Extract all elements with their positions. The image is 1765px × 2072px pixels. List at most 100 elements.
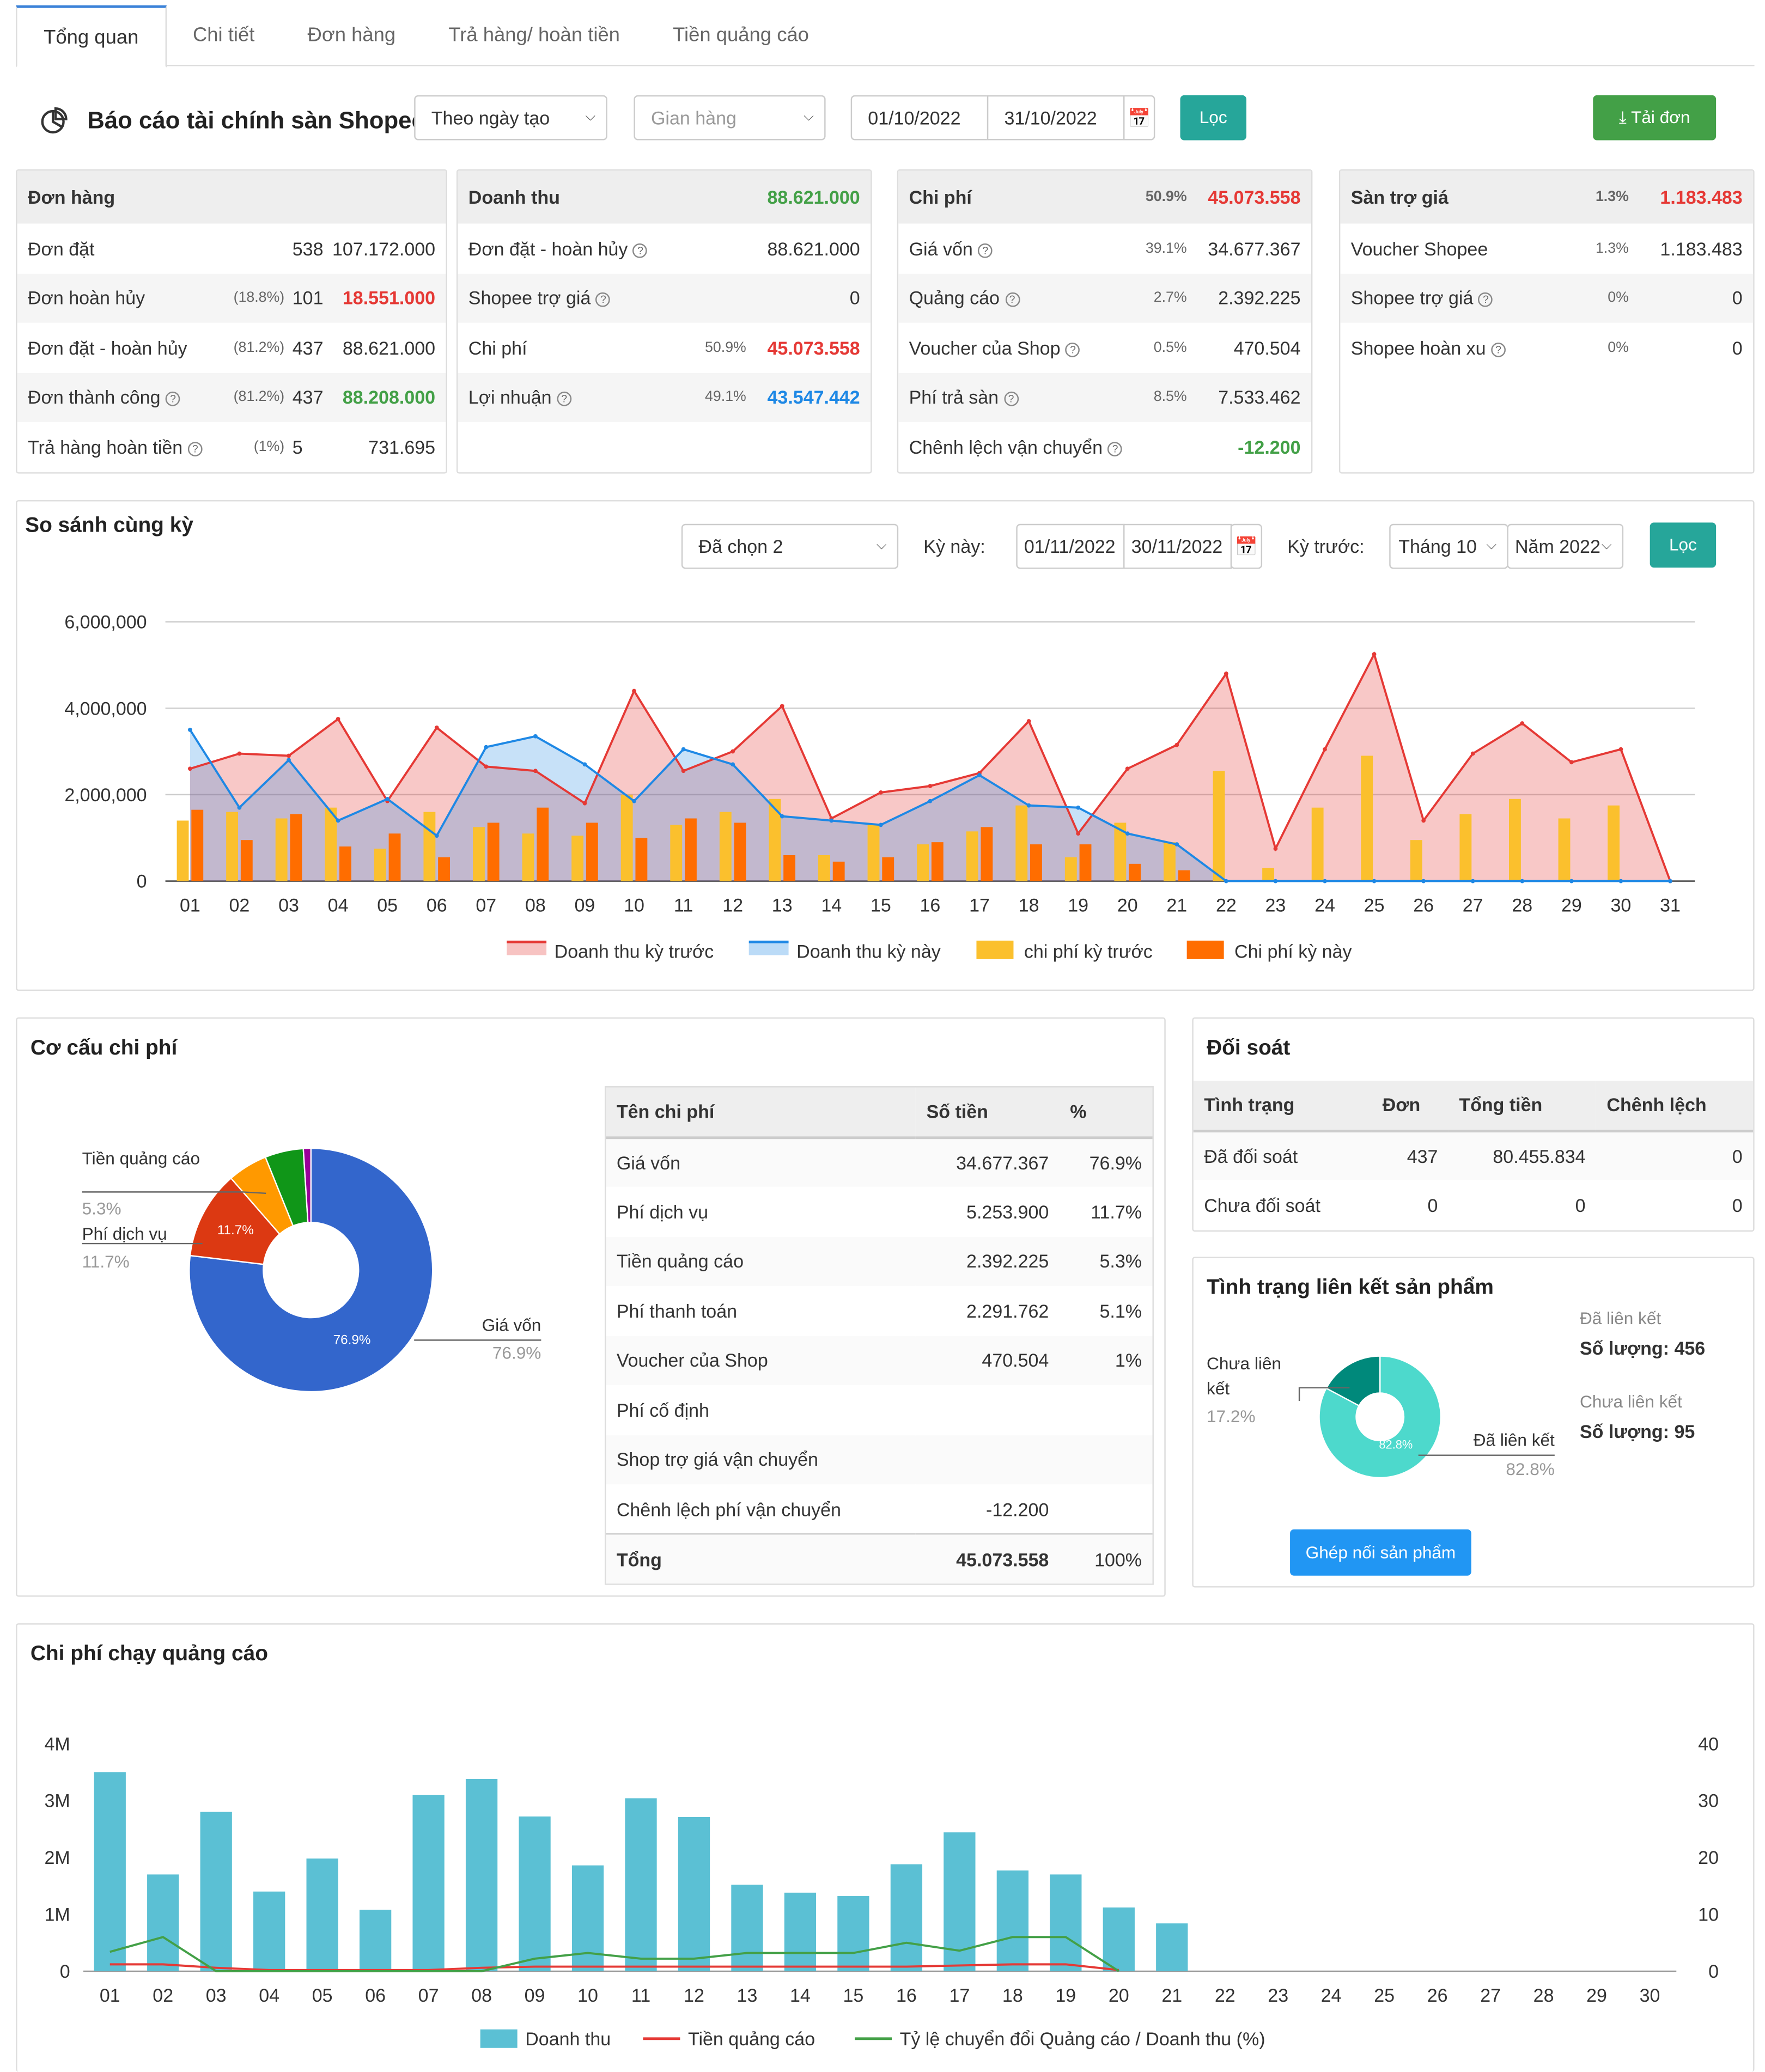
legend-label: Tỷ lệ chuyển đổi Quảng cáo / Doanh thu (… bbox=[900, 2029, 1265, 2050]
bar-prev-cost bbox=[275, 818, 288, 881]
y-tick-label: 4,000,000 bbox=[64, 698, 147, 719]
table-header-cell: Chênh lệch bbox=[1596, 1081, 1754, 1132]
cost-structure-title: Cơ cấu chi phí bbox=[30, 1037, 178, 1060]
bar-this-cost bbox=[339, 846, 351, 881]
bar-this-cost bbox=[1030, 844, 1042, 881]
card-header-value: 1.183.483 bbox=[1660, 186, 1743, 208]
cost-card: Chi phí 50.9% 45.073.558 Giá vốn? 39.1% 34.67… bbox=[897, 169, 1313, 474]
period-select[interactable]: Đã chọn 2 ⌵ bbox=[681, 523, 899, 569]
match-products-button[interactable]: Ghép nối sản phẩm bbox=[1290, 1529, 1471, 1576]
x-tick-label: 19 bbox=[1068, 895, 1088, 916]
filter-button[interactable]: Lọc bbox=[1180, 95, 1246, 141]
bar-revenue bbox=[306, 1858, 338, 1971]
stat-value: 0 bbox=[1732, 337, 1743, 358]
series-point bbox=[928, 784, 933, 788]
table-cell: 0 bbox=[1427, 1194, 1438, 1216]
this-to-input[interactable]: 30/11/2022 bbox=[1123, 523, 1232, 569]
date-mode-select[interactable]: Theo ngày tạo ⌵ bbox=[414, 95, 607, 141]
pie-label-pct: 82.8% bbox=[1506, 1459, 1555, 1479]
bar-prev-cost bbox=[1410, 840, 1422, 881]
table-cell: 34.677.367 bbox=[916, 1137, 1060, 1187]
bar-revenue bbox=[253, 1891, 285, 1971]
stat-label: Chi phí bbox=[468, 337, 705, 358]
series-point bbox=[434, 726, 439, 730]
cost-pie-slice bbox=[188, 1147, 434, 1393]
bar-this-cost bbox=[537, 807, 549, 881]
series-point bbox=[1224, 879, 1228, 883]
bar-prev-cost bbox=[1114, 822, 1127, 881]
this-from-input[interactable]: 01/11/2022 bbox=[1016, 523, 1125, 569]
tab-overview[interactable]: Tổng quan bbox=[16, 5, 167, 68]
table-cell: 2.291.762 bbox=[966, 1300, 1049, 1321]
table-cell: 76.9% bbox=[1059, 1137, 1153, 1187]
bar-this-cost bbox=[931, 842, 944, 881]
series-point bbox=[1520, 879, 1525, 883]
bar-this-cost bbox=[685, 818, 697, 881]
tab-detail[interactable]: Chi tiết bbox=[192, 23, 255, 47]
bar-revenue bbox=[571, 1865, 604, 1971]
series-point bbox=[1273, 846, 1278, 851]
stat-label: Đơn hoàn hủy bbox=[28, 288, 234, 309]
table-cell bbox=[916, 1385, 1060, 1435]
table-cell: Tiền quảng cáo bbox=[606, 1236, 916, 1286]
series-point bbox=[1174, 842, 1179, 847]
period-select-value: Đã chọn 2 bbox=[698, 535, 783, 557]
stat-count: 437 bbox=[292, 337, 324, 358]
date-from-input[interactable]: 01/10/2022 bbox=[850, 95, 989, 141]
tab-returns[interactable]: Trả hàng/ hoàn tiền bbox=[448, 23, 620, 47]
table-cell: 5.3% bbox=[1059, 1236, 1153, 1286]
pie-label: Phí dịch vụ bbox=[82, 1224, 167, 1244]
table-header-cell: Số tiền bbox=[916, 1087, 1060, 1138]
series-point bbox=[1076, 805, 1081, 810]
shop-select[interactable]: Gian hàng ⌵ bbox=[634, 95, 826, 141]
download-button[interactable]: ⤓ Tải đơn bbox=[1593, 95, 1717, 141]
x-tick-label: 05 bbox=[312, 1985, 333, 2006]
stat-row: Voucher của Shop? 0.5% 470.504 bbox=[898, 323, 1311, 373]
bar-prev-cost bbox=[1311, 807, 1324, 881]
calendar-icon[interactable]: 📅 bbox=[1230, 523, 1263, 569]
ads-cost-section: Chi phí chạy quảng cáo 4M 3M 2M 1M 0 40 30 20 10… bbox=[16, 1623, 1755, 2072]
x-tick-label: 15 bbox=[843, 1985, 864, 2006]
table-cell bbox=[1060, 1385, 1153, 1435]
bar-revenue bbox=[519, 1816, 551, 1971]
series-point bbox=[1224, 671, 1228, 676]
compare-section: So sánh cùng kỳ Đã chọn 2 ⌵ Kỳ này: 01/11… bbox=[16, 500, 1755, 991]
stat-row: Đơn thành công? (81.2%) 437 88.208.000 bbox=[17, 372, 446, 422]
series-point bbox=[1470, 751, 1475, 756]
x-tick-label: 17 bbox=[969, 895, 990, 916]
stat-row: Shopee trợ giá? 0 bbox=[458, 273, 871, 323]
stat-value: 18.551.000 bbox=[342, 287, 436, 309]
year-select[interactable]: Năm 2022 ⌵ bbox=[1507, 523, 1624, 569]
bar-revenue bbox=[359, 1910, 392, 1971]
x-tick-label: 23 bbox=[1265, 895, 1286, 916]
orders-card: Đơn hàng Đơn đặt 538 107.172.000 Đơn hoàn hủ… bbox=[16, 169, 447, 474]
series-point bbox=[1520, 721, 1525, 726]
bar-prev-cost bbox=[1509, 799, 1521, 881]
tab-ads[interactable]: Tiền quảng cáo bbox=[673, 23, 809, 47]
compare-filter-button[interactable]: Lọc bbox=[1650, 522, 1717, 568]
stat-row: Đơn đặt 538 107.172.000 bbox=[17, 223, 446, 273]
x-tick-label: 02 bbox=[229, 895, 250, 916]
series-point bbox=[1618, 747, 1623, 752]
stat-value: 34.677.367 bbox=[1208, 237, 1301, 259]
legend-label: Tiền quảng cáo bbox=[688, 2029, 815, 2050]
x-tick-label: 01 bbox=[100, 1985, 120, 2006]
x-tick-label: 27 bbox=[1480, 1985, 1501, 2006]
card-header-pct: 50.9% bbox=[1145, 189, 1187, 205]
x-tick-label: 19 bbox=[1055, 1985, 1076, 2006]
tab-orders[interactable]: Đơn hàng bbox=[307, 23, 396, 47]
series-point bbox=[1569, 879, 1574, 883]
table-row: Giá vốn 34.677.367 76.9% bbox=[606, 1137, 1153, 1187]
stat-row: Voucher Shopee 1.3% 1.183.483 bbox=[1340, 223, 1753, 273]
bar-this-cost bbox=[1079, 844, 1092, 881]
table-cell: 437 bbox=[1372, 1130, 1448, 1180]
series-point bbox=[780, 704, 784, 709]
date-to-input[interactable]: 31/10/2022 bbox=[987, 95, 1125, 141]
calendar-icon[interactable]: 📅 bbox=[1123, 95, 1155, 141]
stat-label-text: Chi phí bbox=[468, 337, 527, 358]
x-tick-label: 12 bbox=[684, 1985, 704, 2006]
stat-label-text: Đơn thành công bbox=[28, 386, 161, 408]
x-tick-label: 08 bbox=[471, 1985, 492, 2006]
card-title: Sàn trợ giá bbox=[1350, 186, 1448, 208]
table-header-cell: Tổng tiền bbox=[1448, 1081, 1597, 1132]
